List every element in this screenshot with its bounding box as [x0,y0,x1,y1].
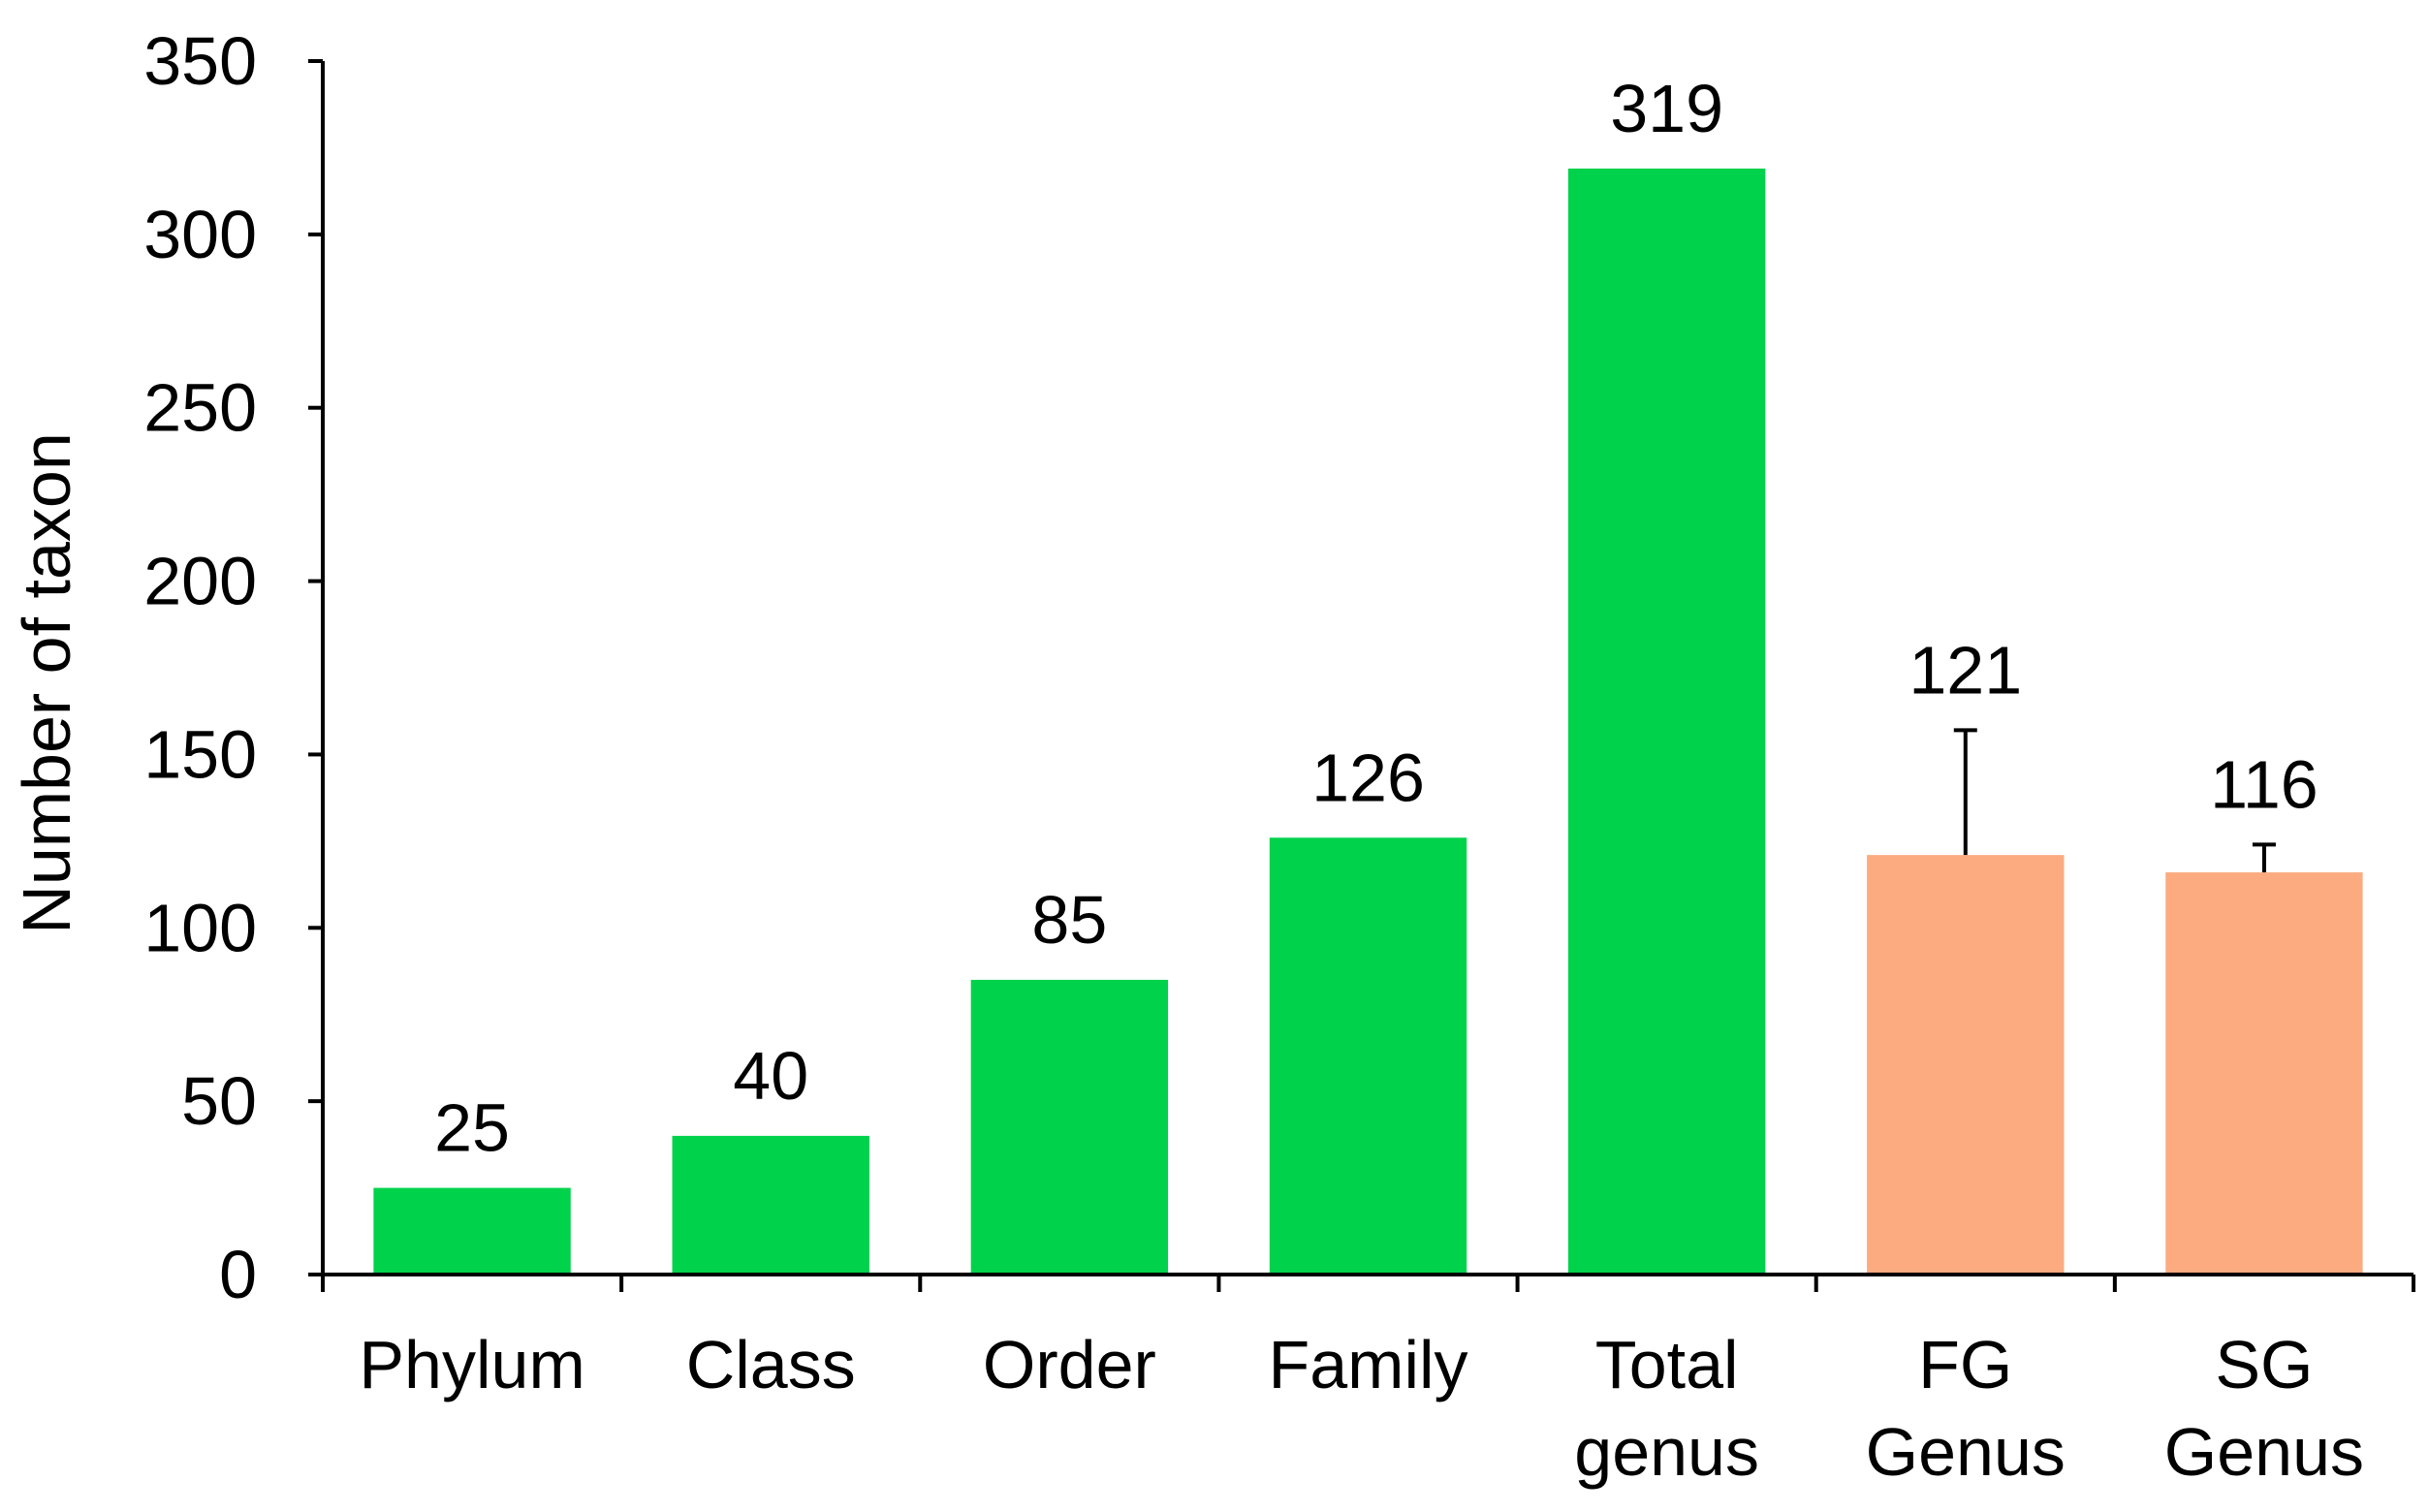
x-tick-label: FG [1918,1327,2012,1402]
x-axis-ticks [321,1275,2415,1292]
y-axis-ticks: 0 50 100 150 200 250 300 350 [143,23,323,1312]
y-tick-label: 0 [219,1237,257,1312]
bar [373,1187,571,1275]
x-tick-label: Family [1268,1327,1467,1402]
bar [2165,872,2363,1275]
y-tick-label: 350 [143,23,257,99]
y-tick-label: 200 [143,544,257,619]
data-label: 319 [1610,71,1723,146]
bar [672,1135,869,1275]
x-tick-label: Order [983,1327,1156,1402]
data-label: 116 [2210,746,2319,822]
data-label: 25 [434,1090,510,1166]
bar [970,979,1169,1275]
x-tick-label: Genus [1866,1414,2066,1490]
bar [1867,855,2065,1275]
bar [1269,837,1467,1275]
data-label: 121 [1908,632,2022,708]
y-tick-label: 300 [143,197,257,272]
x-tick-label: Genus [2164,1414,2364,1490]
data-label: 126 [1311,740,1425,815]
y-tick-label: 100 [143,890,257,965]
x-axis-labels: Phylum Class Order Family Total genus FG Genus S… [359,1327,2364,1490]
x-tick-label: SG [2215,1327,2313,1402]
x-tick-label: genus [1574,1414,1759,1490]
y-tick-label: 250 [143,370,257,446]
y-tick-label: 50 [181,1063,257,1139]
y-axis-title: Number of taxon [9,432,84,933]
y-tick-label: 150 [143,716,257,792]
x-tick-label: Total [1595,1327,1739,1402]
x-tick-label: Class [686,1327,856,1402]
x-tick-label: Phylum [359,1327,584,1402]
data-labels: 25 40 85 126 319 121 116 [434,71,2319,1166]
error-bars [1953,728,2276,873]
bar [1567,168,1766,1275]
data-label: 85 [1031,882,1107,958]
data-label: 40 [733,1038,808,1114]
bars [373,168,2363,1275]
